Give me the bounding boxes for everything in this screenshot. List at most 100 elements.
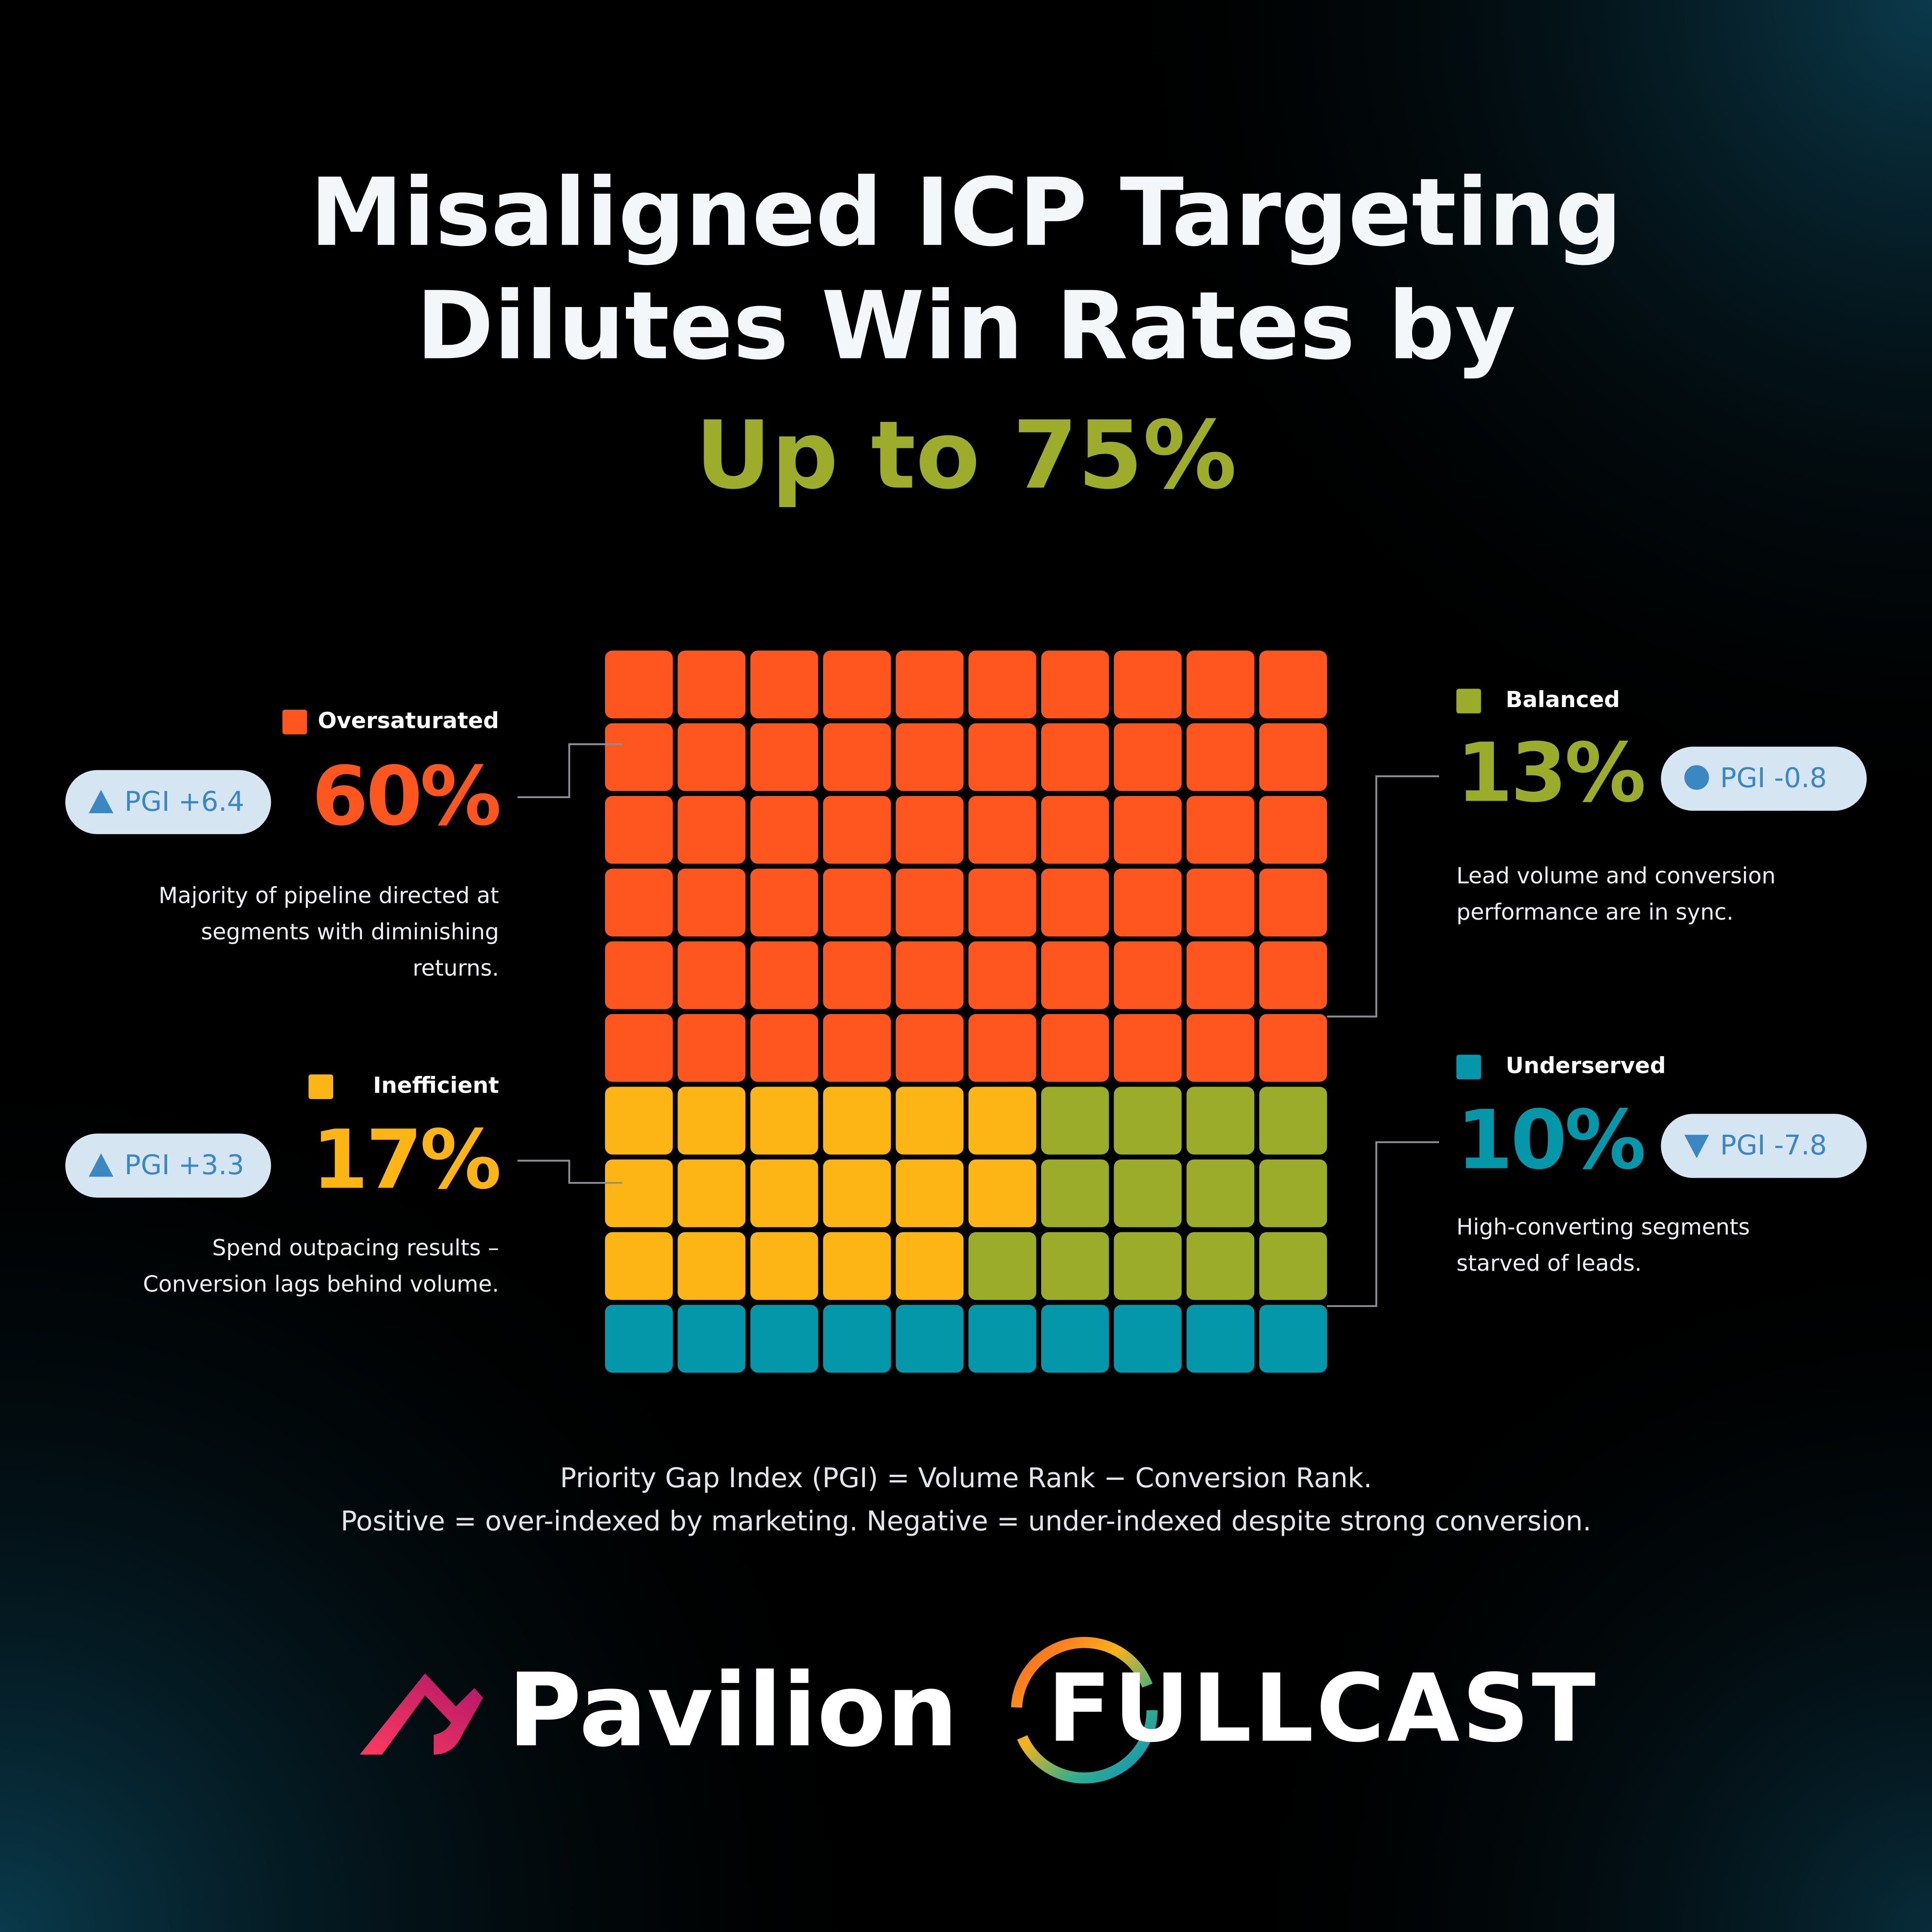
waffle-cell (1186, 796, 1255, 864)
pavilion-icon (360, 1673, 483, 1755)
waffle-cell (1259, 941, 1327, 1009)
connector (517, 743, 623, 798)
pgi-badge (65, 1133, 271, 1198)
waffle-cell (823, 796, 891, 864)
logo-text: FULLCAST (1047, 1654, 1595, 1763)
waffle-cell (968, 796, 1036, 864)
connector (1327, 1141, 1440, 1307)
description: returns. (413, 956, 499, 981)
waffle-cell (677, 1014, 746, 1082)
waffle-cell (1114, 1087, 1182, 1155)
waffle-cell (1259, 869, 1327, 937)
waffle-cell (1114, 1305, 1182, 1373)
pgi-text: PGI -7.8 (1720, 1129, 1827, 1161)
waffle-cell (968, 723, 1036, 791)
waffle-cell (1114, 650, 1182, 719)
waffle-cell (677, 796, 746, 864)
waffle-cell (896, 1232, 964, 1300)
description: Majority of pipeline directed at (158, 883, 499, 908)
logo-text: Pavilion (507, 1652, 958, 1769)
waffle-cell (968, 1305, 1036, 1373)
waffle-cell (1259, 796, 1327, 864)
pgi-badge (1661, 747, 1867, 811)
highlight: Up to 75% (695, 401, 1236, 510)
description: Lead volume and conversion (1456, 863, 1776, 889)
pgi-icon (1684, 1135, 1709, 1158)
category-label: Underserved (1506, 1053, 1666, 1078)
waffle-cell (605, 796, 673, 864)
waffle-cell (968, 1232, 1036, 1300)
waffle-cell (1186, 1014, 1255, 1082)
description: Spend outpacing results – (212, 1235, 499, 1261)
waffle-cell (605, 1014, 673, 1082)
waffle-cell (823, 1232, 891, 1300)
waffle-cell (823, 941, 891, 1009)
waffle-cell (1041, 941, 1109, 1009)
waffle-cell (1186, 941, 1255, 1009)
connector (1327, 775, 1440, 1018)
waffle-cell (968, 1014, 1036, 1082)
waffle-cell (896, 723, 964, 791)
waffle-cell (968, 1087, 1036, 1155)
waffle-cell (1041, 1305, 1109, 1373)
category-label: Inefficient (373, 1072, 499, 1098)
waffle-cell (1041, 1232, 1109, 1300)
waffle-cell (1114, 941, 1182, 1009)
waffle-cell (1041, 796, 1109, 864)
waffle-cell (1114, 723, 1182, 791)
description: starved of leads. (1456, 1251, 1642, 1276)
waffle-cell (1041, 723, 1109, 791)
waffle-cell (823, 723, 891, 791)
waffle-cell (605, 723, 673, 791)
waffle-cell (1259, 1305, 1327, 1373)
waffle-cell (1186, 1087, 1255, 1155)
value-label: 13% (1456, 726, 1643, 820)
waffle-cell (677, 1159, 746, 1227)
waffle-cell (896, 869, 964, 937)
waffle-cell (750, 1014, 818, 1082)
waffle-cell (823, 650, 891, 719)
waffle-cell (1186, 1159, 1255, 1227)
waffle-cell (1186, 1305, 1255, 1373)
waffle-cell (968, 1159, 1036, 1227)
waffle-cell (750, 1232, 818, 1300)
waffle-cell (823, 869, 891, 937)
waffle-cell (823, 1305, 891, 1373)
waffle-cell (1041, 1087, 1109, 1155)
waffle-cell (605, 869, 673, 937)
category-label: Balanced (1506, 687, 1620, 713)
waffle-cell (1259, 723, 1327, 791)
fullcast-ring (1011, 1637, 1158, 1784)
waffle-cell (750, 723, 818, 791)
pgi-text: PGI -0.8 (1720, 762, 1827, 794)
waffle-cell (605, 941, 673, 1009)
pgi-icon (88, 790, 114, 814)
pgi-icon (1684, 765, 1709, 790)
waffle-cell (1259, 1014, 1327, 1082)
waffle-cell (896, 1305, 964, 1373)
waffle-cell (1259, 650, 1327, 719)
legend-swatch (282, 710, 307, 735)
waffle-cell (1114, 869, 1182, 937)
waffle-cell (605, 650, 673, 719)
waffle-cell (677, 1305, 746, 1373)
waffle-cell (1114, 1014, 1182, 1082)
pgi-badge (65, 770, 271, 834)
waffle-cell (1259, 1159, 1327, 1227)
waffle-cell (968, 869, 1036, 937)
waffle-cell (605, 1232, 673, 1300)
waffle-cell (605, 1087, 673, 1155)
waffle-cell (1186, 869, 1255, 937)
legend-swatch (1456, 689, 1481, 714)
title-line: Dilutes Win Rates by (416, 272, 1516, 380)
waffle-cell (677, 941, 746, 1009)
waffle-cell (750, 869, 818, 937)
waffle-cell (677, 1232, 746, 1300)
waffle-cell (823, 1014, 891, 1082)
waffle-cell (896, 1014, 964, 1082)
waffle-cell (750, 1159, 818, 1227)
waffle-cell (677, 869, 746, 937)
category-label: Oversaturated (318, 708, 499, 734)
waffle-cell (1041, 869, 1109, 937)
